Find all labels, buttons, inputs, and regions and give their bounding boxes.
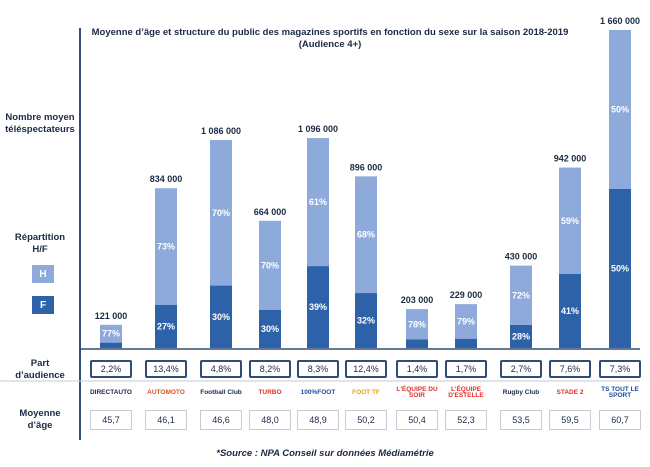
tout-le-sport-logo: TS TOUT LE SPORT [601,385,639,399]
part-audience-cell-1: 13,4% [145,360,187,378]
h-label-0: 77% [102,329,120,339]
h-label-9: 59% [561,216,579,226]
age-cell-2: 46,6 [200,410,242,430]
value-label-7: 229 000 [450,290,483,300]
row-label-repartition: Répartition H/F [14,232,66,255]
f-label-9: 41% [561,306,579,316]
bar-h-3 [259,220,281,310]
age-cell-7: 52,3 [445,410,487,430]
part-audience-cell-3: 8,2% [249,360,291,378]
age-cell-4: 48,9 [297,410,339,430]
bar-h-4 [307,138,329,267]
age-cell-9: 59,5 [549,410,591,430]
bar-h-8 [510,265,532,325]
equipe-estelle-logo: L'ÉQUIPE D'ESTELLE [448,385,484,399]
f-label-1: 27% [157,321,175,331]
part-audience-cell-0: 2,2% [90,360,132,378]
chart-title: Moyenne d’âge et structure du public des… [80,27,580,52]
value-label-1: 834 000 [150,174,183,184]
h-label-7: 79% [457,316,475,326]
bar-f-4 [307,266,329,348]
bar-f-1 [155,304,177,348]
rugby-club-logo: Rugby Club [502,388,540,396]
part-audience-cell-8: 2,7% [500,360,542,378]
row-label-part-audience: Part d’audience [15,358,65,381]
part-audience-cell-10: 7,3% [599,360,641,378]
age-cell-5: 50,2 [345,410,387,430]
value-label-2: 1 086 000 [201,126,241,136]
bar-f-7 [455,338,477,348]
bar-h-2 [210,139,232,286]
turbo-logo: TURBO [258,388,282,396]
age-cell-0: 45,7 [90,410,132,430]
f-label-3: 30% [261,324,279,334]
bar-h-6 [406,309,428,340]
bar-f-6 [406,339,428,348]
value-label-9: 942 000 [554,154,587,164]
h-label-4: 61% [309,197,327,207]
100-foot-logo: 100%FOOT [300,388,336,396]
part-audience-cell-6: 1,4% [396,360,438,378]
bar-h-7 [455,304,477,339]
row-label-nombre-moyen: Nombre moyen téléspectateurs [5,112,75,135]
legend-h: H [32,265,54,283]
automoto-logo: AUTOMOTO [147,388,185,396]
age-cell-8: 53,5 [500,410,542,430]
value-label-5: 896 000 [350,162,383,172]
legend-f: F [32,296,54,314]
age-cell-3: 48,0 [249,410,291,430]
football-club-logo: Football Club [200,388,242,396]
value-label-4: 1 096 000 [298,124,338,134]
bar-f-10 [609,189,631,348]
stade-2-logo: STADE 2 [556,388,584,396]
bar-h-0 [100,324,122,343]
bar-h-1 [155,188,177,305]
part-audience-cell-9: 7,6% [549,360,591,378]
value-label-3: 664 000 [254,207,287,217]
part-audience-cell-5: 12,4% [345,360,387,378]
bar-f-0 [100,342,122,348]
h-label-1: 73% [157,242,175,252]
f-label-2: 30% [212,312,230,322]
chart-title-main: Moyenne d’âge et structure du public des… [91,27,569,38]
bar-f-3 [259,309,281,348]
source-note: *Source : NPA Conseil sur données Médiam… [216,448,434,459]
part-audience-cell-4: 8,3% [297,360,339,378]
h-label-3: 70% [261,260,279,270]
age-cell-1: 46,1 [145,410,187,430]
f-label-4: 39% [309,302,327,312]
bar-f-2 [210,285,232,348]
f-label-5: 32% [357,316,375,326]
chart-subtitle: (Audience 4+) [298,39,362,51]
bar-h-5 [355,176,377,294]
h-label-10: 50% [611,105,629,115]
h-label-8: 72% [512,290,530,300]
equipe-du-soir-logo: L'ÉQUIPE DU SOIR [396,385,438,399]
h-label-2: 70% [212,208,230,218]
part-audience-cell-2: 4,8% [200,360,242,378]
value-label-8: 430 000 [505,252,538,262]
bar-f-8 [510,324,532,348]
f-label-10: 50% [611,264,629,274]
bar-f-9 [559,274,581,348]
part-audience-cell-7: 1,7% [445,360,487,378]
bar-h-9 [559,167,581,275]
value-label-10: 1 660 000 [600,16,640,26]
f-label-8: 28% [512,331,530,341]
row-label-moyenne-age: Moyenne d’âge [19,408,61,431]
direct-auto-logo: DIRECTAUTO [89,388,132,396]
bar-h-10 [609,30,631,189]
value-label-6: 203 000 [401,295,434,305]
value-label-0: 121 000 [95,311,128,321]
h-label-6: 78% [408,319,426,329]
h-label-5: 68% [357,230,375,240]
bar-f-5 [355,293,377,348]
foot-tf-logo: FOOT TF [352,388,380,396]
age-cell-6: 50,4 [396,410,438,430]
age-cell-10: 60,7 [599,410,641,430]
